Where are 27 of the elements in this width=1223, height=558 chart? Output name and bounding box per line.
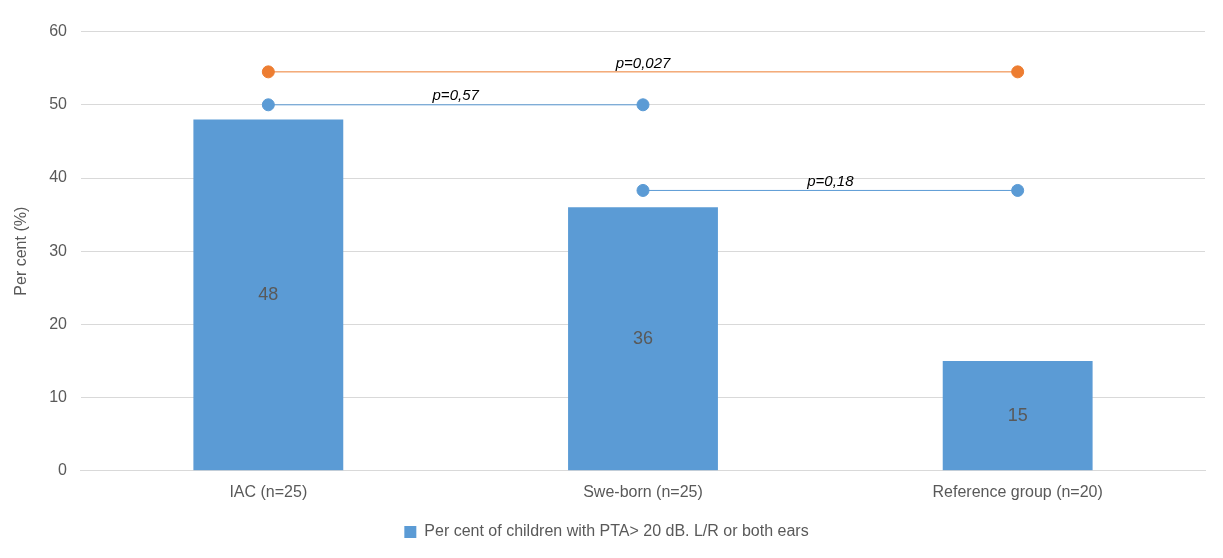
point xyxy=(261,65,275,79)
series-label: p=0,18 xyxy=(806,172,855,190)
data-label: 15 xyxy=(1007,404,1028,425)
bar xyxy=(942,361,1093,471)
y-tick-label: 50 xyxy=(49,95,68,113)
point xyxy=(636,98,650,112)
y-tick-label: 10 xyxy=(49,388,68,406)
series-label: p=0,57 xyxy=(431,86,480,104)
y-tick-label: 0 xyxy=(58,461,68,479)
bar xyxy=(568,207,718,471)
y-tick-label: 20 xyxy=(49,314,68,332)
x-tick-label: IAC (n=25) xyxy=(229,482,308,500)
data-label: 36 xyxy=(632,327,654,348)
point xyxy=(1011,183,1025,197)
legend-label: Per cent of children with PTA> 20 dB. L/R or both ears xyxy=(424,522,809,540)
x-tick-label: Swe-born (n=25) xyxy=(583,482,703,500)
x-tick-label: Reference group (n=20) xyxy=(932,482,1103,500)
point xyxy=(261,98,275,112)
data-label: 48 xyxy=(258,283,279,304)
bar xyxy=(193,119,344,471)
series-label: p=0,027 xyxy=(614,53,671,71)
y-tick-label: 40 xyxy=(49,168,68,186)
y-axis-title: Per cent (%) xyxy=(12,206,30,296)
point xyxy=(636,183,650,197)
y-tick-label: 30 xyxy=(49,241,68,259)
point xyxy=(1011,65,1025,79)
y-tick-label: 60 xyxy=(49,22,68,40)
